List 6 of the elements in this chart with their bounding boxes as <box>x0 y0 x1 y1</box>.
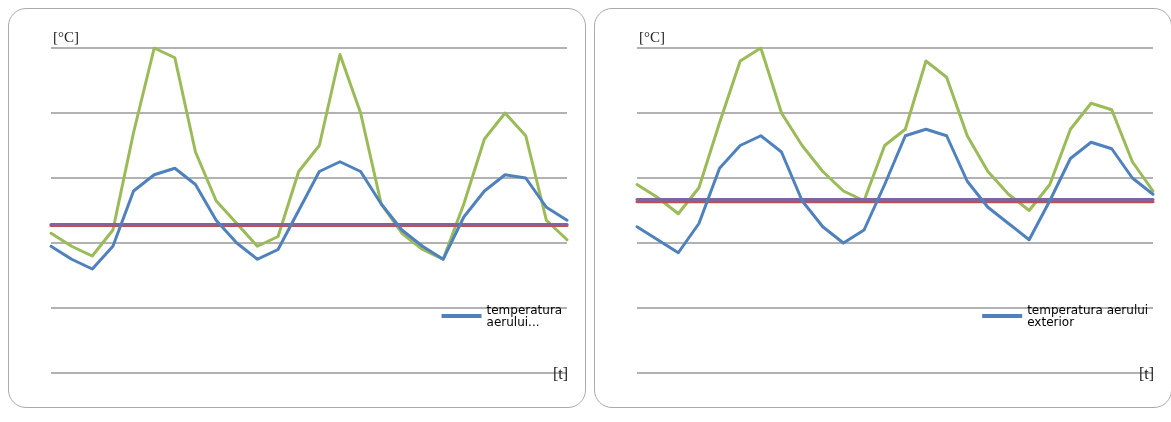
y-axis-title: [°C] <box>53 28 79 45</box>
x-axis-title: [t] <box>1139 364 1155 382</box>
x-axis-title: [t] <box>553 364 569 382</box>
legend-label: temperatura aerului exterior <box>1027 303 1152 329</box>
legend-label: temperatura aerului... <box>486 303 567 329</box>
y-axis-title: [°C] <box>639 28 665 45</box>
